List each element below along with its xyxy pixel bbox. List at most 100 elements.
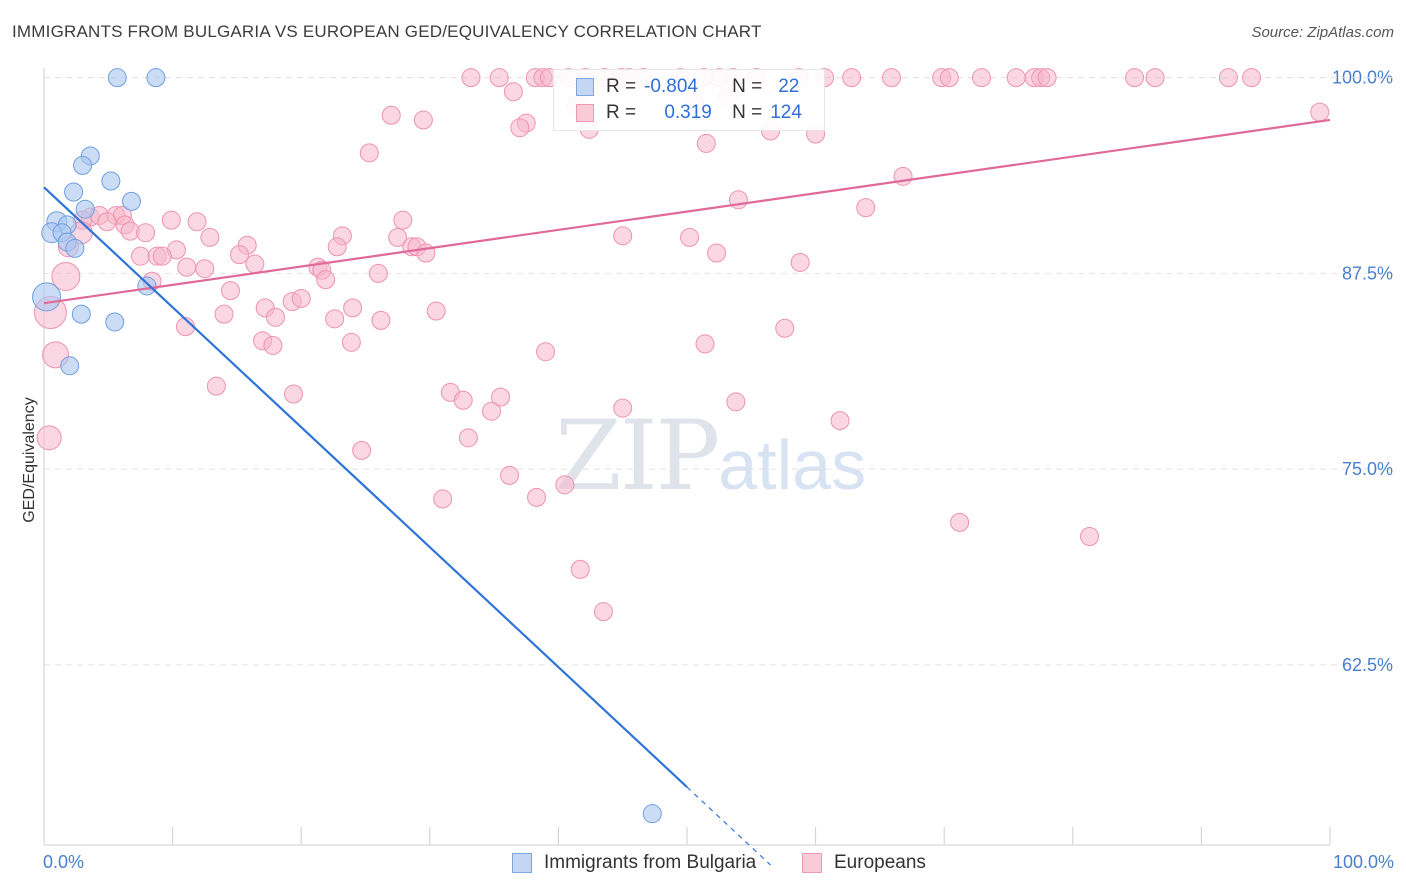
point-europeans — [393, 210, 413, 230]
point-europeans — [1145, 68, 1165, 88]
y-tick-label: 100.0% — [1332, 68, 1393, 88]
point-europeans — [325, 309, 345, 329]
point-bulgaria — [60, 356, 80, 376]
watermark: ZIPatlas — [555, 400, 866, 512]
point-europeans — [152, 246, 172, 266]
point-europeans — [500, 465, 520, 485]
trendline-europeans — [43, 118, 1331, 305]
point-bulgaria — [121, 191, 141, 211]
point-europeans — [491, 387, 511, 407]
point-europeans — [136, 223, 156, 243]
point-europeans — [220, 281, 240, 301]
legend-swatch-pink — [802, 853, 822, 873]
point-europeans — [856, 198, 876, 218]
point-europeans — [177, 257, 197, 277]
point-europeans — [371, 310, 391, 330]
point-europeans — [453, 390, 473, 410]
point-europeans — [433, 489, 453, 509]
point-europeans — [36, 425, 62, 451]
legend-r-label: R = — [606, 76, 637, 97]
legend-r-value: 0.319 — [664, 102, 712, 123]
legend-swatch-blue — [512, 853, 532, 873]
point-europeans — [881, 68, 901, 88]
point-europeans — [555, 475, 575, 495]
point-europeans — [458, 428, 478, 448]
point-bulgaria — [137, 276, 157, 296]
point-europeans — [426, 301, 446, 321]
chart-title: IMMIGRANTS FROM BULGARIA VS EUROPEAN GED… — [12, 22, 762, 41]
point-europeans — [726, 392, 746, 412]
y-tick-label: 87.5% — [1342, 263, 1393, 283]
point-europeans — [536, 342, 556, 362]
legend-n-label: N = — [732, 102, 763, 123]
point-europeans — [510, 118, 530, 138]
point-europeans — [489, 68, 509, 88]
point-europeans — [381, 105, 401, 125]
point-bulgaria — [107, 68, 127, 88]
point-europeans — [570, 559, 590, 579]
point-europeans — [527, 487, 547, 507]
point-europeans — [830, 411, 850, 431]
legend-swatch-blue — [576, 78, 594, 96]
legend-label-bulgaria: Immigrants from Bulgaria — [544, 852, 757, 873]
point-europeans — [206, 376, 226, 396]
point-bulgaria — [105, 312, 125, 332]
point-europeans — [388, 227, 408, 247]
point-europeans — [343, 298, 363, 318]
point-europeans — [696, 133, 716, 153]
point-europeans — [187, 212, 207, 232]
legend-item-europeans: Europeans — [802, 852, 926, 874]
watermark-zip: ZIP — [555, 400, 720, 512]
y-tick-label: 75.0% — [1342, 459, 1393, 479]
point-europeans — [1037, 68, 1057, 88]
point-bulgaria — [146, 68, 166, 88]
legend-label-europeans: Europeans — [834, 852, 926, 873]
point-europeans — [200, 227, 220, 247]
point-europeans — [680, 227, 700, 247]
point-europeans — [368, 263, 388, 283]
point-europeans — [1125, 68, 1145, 88]
point-europeans — [950, 512, 970, 532]
point-bulgaria — [101, 171, 121, 191]
point-europeans — [161, 210, 181, 230]
point-europeans — [130, 246, 150, 266]
point-europeans — [1218, 68, 1238, 88]
point-europeans — [695, 334, 715, 354]
point-europeans — [291, 288, 311, 308]
legend-swatch-pink — [576, 104, 594, 122]
watermark-atlas: atlas — [718, 426, 867, 504]
point-europeans — [461, 68, 481, 88]
point-europeans — [707, 243, 727, 263]
point-europeans — [316, 270, 336, 290]
point-bulgaria — [65, 238, 85, 258]
point-europeans — [482, 401, 502, 421]
point-europeans — [775, 318, 795, 338]
legend-n-label: N = — [732, 76, 763, 97]
legend-row-europeans: R = 0.319 N = 124 — [576, 101, 802, 125]
point-europeans — [352, 440, 372, 460]
point-europeans — [790, 252, 810, 272]
point-europeans — [245, 254, 265, 274]
point-europeans — [195, 259, 215, 279]
point-bulgaria — [642, 804, 662, 824]
correlation-legend: R = -0.804 N = 22 R = 0.319 N = 124 — [553, 69, 825, 131]
point-europeans — [613, 226, 633, 246]
point-europeans — [1006, 68, 1026, 88]
x-tick-label-min: 0.0% — [43, 852, 85, 872]
trendline-bulgaria — [43, 186, 688, 788]
point-europeans — [341, 332, 361, 352]
point-europeans — [214, 304, 234, 324]
point-europeans — [971, 68, 991, 88]
point-europeans — [613, 398, 633, 418]
point-europeans — [229, 245, 249, 265]
point-europeans — [283, 384, 303, 404]
point-europeans — [593, 602, 613, 622]
point-europeans — [97, 212, 117, 232]
legend-item-bulgaria: Immigrants from Bulgaria — [512, 852, 756, 874]
point-europeans — [503, 82, 523, 102]
point-bulgaria — [32, 282, 62, 312]
point-europeans — [359, 143, 379, 163]
point-bulgaria — [64, 182, 84, 202]
point-europeans — [263, 335, 283, 355]
